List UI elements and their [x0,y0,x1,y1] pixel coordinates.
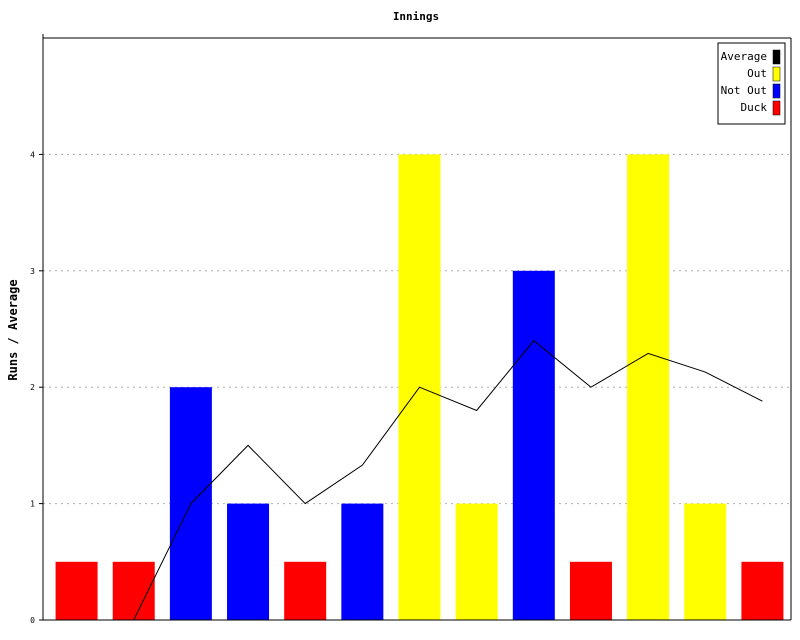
legend-label: Out [747,67,767,80]
legend-label: Duck [741,101,768,114]
y-tick-label: 0 [30,616,35,625]
legend-swatch [772,49,781,65]
chart-title: Innings [393,10,439,23]
bar [341,503,384,620]
bars [55,154,784,620]
bar [284,561,327,620]
y-axis-label: Runs / Average [6,279,20,380]
legend-swatch [772,83,781,99]
bar [684,503,727,620]
bar [627,154,670,620]
legend: Average Out Not Out Duck [717,42,786,125]
y-tick-label: 2 [30,383,35,392]
legend-label: Not Out [721,84,767,97]
average-line-layer [133,339,763,621]
bar [455,503,498,620]
average-line [133,339,763,621]
legend-label: Average [721,50,767,63]
y-tick-label: 4 [30,150,35,159]
bar [227,503,270,620]
legend-swatch [772,100,781,116]
bar [55,561,98,620]
y-tick-label: 3 [30,267,35,276]
axes: 0 1 2 3 4 [30,34,792,625]
legend-swatch [772,66,781,82]
y-tick-label: 1 [30,500,35,509]
bar [741,561,784,620]
bar [569,561,612,620]
bar [512,270,555,620]
